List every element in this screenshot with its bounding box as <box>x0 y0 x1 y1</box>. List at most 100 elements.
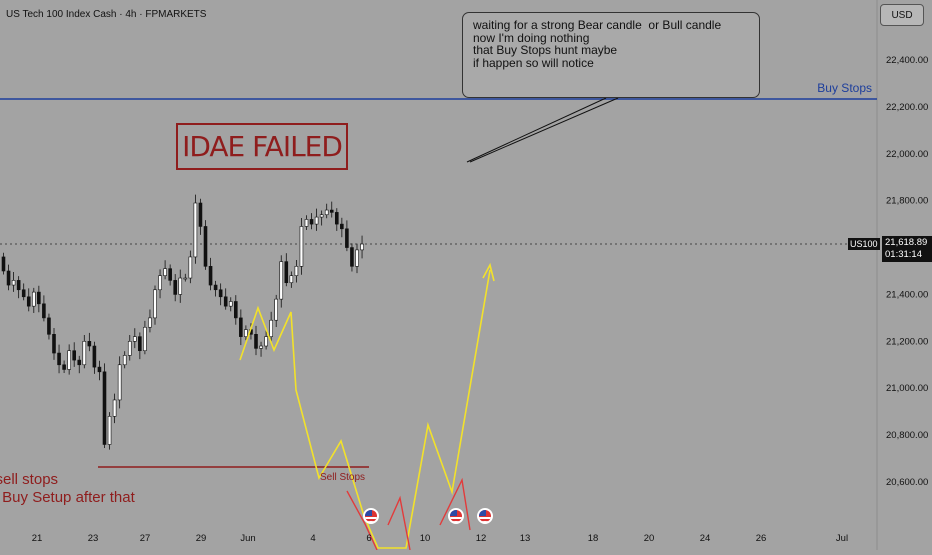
last-price-box: 21,618.89 01:31:14 <box>882 236 932 262</box>
candle-body <box>57 352 61 366</box>
candle-body <box>294 266 299 276</box>
candle-body <box>87 341 92 347</box>
y-tick-label: 21,200.00 <box>886 336 928 347</box>
currency-button[interactable]: USD <box>880 4 924 26</box>
candle-body <box>6 270 11 286</box>
y-axis-ticks: 22,400.00 22,200.00 22,000.00 21,800.00 21,4… <box>886 55 928 488</box>
y-tick-label: 22,400.00 <box>886 55 928 66</box>
y-tick-label: 20,600.00 <box>886 477 928 488</box>
x-tick-label: 26 <box>756 533 767 544</box>
candles-group <box>1 194 364 450</box>
candle-body <box>163 268 167 276</box>
candle-body <box>97 366 102 373</box>
y-tick-label: 21,000.00 <box>886 383 928 394</box>
y-tick-label: 21,400.00 <box>886 289 928 300</box>
candle-body <box>334 212 339 225</box>
candle-body <box>168 268 172 281</box>
last-price-value: 21,618.89 <box>885 237 928 248</box>
x-axis-ticks: 21 23 27 29 Jun 4 6 10 12 13 18 20 24 26 Jul <box>32 533 848 544</box>
candle-body <box>102 371 107 445</box>
candle-body <box>1 256 6 272</box>
countdown-value: 01:31:14 <box>885 249 922 260</box>
red-projection-path <box>387 495 411 551</box>
note-line: that Buy Stops hunt maybe <box>473 43 618 57</box>
candle-body <box>213 284 218 291</box>
candle-body <box>153 289 157 319</box>
candle-body <box>284 261 289 284</box>
red-projection-path <box>439 477 471 531</box>
candle-body <box>183 277 188 280</box>
candle-body <box>324 209 329 216</box>
candle-body <box>112 399 117 417</box>
candle-body <box>309 219 314 225</box>
candle-body <box>117 364 122 401</box>
callout-pointer-line <box>466 97 607 163</box>
candle-body <box>173 280 177 295</box>
candle-body <box>62 364 66 370</box>
candle-body <box>350 247 354 267</box>
x-tick-label: 6 <box>366 533 371 544</box>
x-tick-label: Jul <box>836 533 848 544</box>
x-tick-label: 4 <box>310 533 315 544</box>
candle-body <box>274 298 279 321</box>
callout-pointer-line <box>469 97 619 163</box>
x-tick-label: 24 <box>700 533 711 544</box>
candle-body <box>143 326 147 352</box>
yellow-arrowhead <box>482 262 495 282</box>
candle-body <box>11 280 16 286</box>
us-flag-event-icon[interactable] <box>363 508 379 524</box>
candle-body <box>133 336 137 342</box>
candle-body <box>234 301 238 319</box>
candle-body <box>254 333 258 349</box>
candle-body <box>42 303 46 319</box>
candle-body <box>198 202 203 227</box>
candle-body <box>289 275 294 284</box>
candle-body <box>264 336 268 347</box>
candle-body <box>178 277 183 295</box>
note-line: waiting for a strong Bear candle or Bull… <box>473 18 722 32</box>
symbol-title[interactable]: US Tech 100 Index Cash · 4h · FPMARKETS <box>6 9 207 20</box>
candle-body <box>319 214 324 218</box>
y-tick-label: 22,000.00 <box>886 149 928 160</box>
candle-body <box>299 226 304 267</box>
x-tick-label: 13 <box>520 533 531 544</box>
candle-body <box>228 301 233 307</box>
candle-body <box>82 341 87 366</box>
candle-body <box>127 341 132 356</box>
us-flag-event-icon[interactable] <box>477 508 493 524</box>
x-tick-label: 10 <box>420 533 431 544</box>
x-tick-label: 21 <box>32 533 43 544</box>
candle-body <box>223 296 228 307</box>
candle-body <box>31 291 36 307</box>
buy-stops-label: Buy Stops <box>817 81 872 95</box>
candle-body <box>52 333 56 354</box>
candle-body <box>138 336 142 352</box>
x-tick-label: Jun <box>240 533 255 544</box>
candle-body <box>329 209 334 213</box>
idea-failed-label[interactable]: IDAE FAILED <box>176 123 348 170</box>
candle-body <box>360 243 364 251</box>
candle-body <box>107 416 112 445</box>
candle-body <box>122 355 127 366</box>
symbol-price-tag: US100 <box>848 238 880 250</box>
candle-body <box>92 345 97 368</box>
note-callout[interactable]: waiting for a strong Bear candle or Bull… <box>462 12 760 98</box>
x-tick-label: 29 <box>196 533 207 544</box>
candle-body <box>26 296 31 307</box>
candle-body <box>37 291 41 305</box>
x-tick-label: 20 <box>644 533 655 544</box>
candle-body <box>239 317 243 337</box>
yellow-projection-path <box>239 269 491 549</box>
y-tick-label: 22,200.00 <box>886 102 928 113</box>
x-tick-label: 18 <box>588 533 599 544</box>
candle-body <box>188 256 193 279</box>
note-line: if happen so will notice <box>473 55 594 70</box>
x-tick-label: 23 <box>88 533 99 544</box>
us-flag-event-icon[interactable] <box>448 508 464 524</box>
candle-body <box>47 317 51 335</box>
candle-body <box>21 289 26 298</box>
candle-body <box>345 228 349 248</box>
note-line: now I'm doing nothing <box>473 30 590 45</box>
